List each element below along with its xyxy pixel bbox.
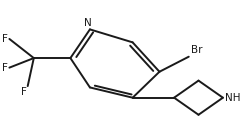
Text: N: N (84, 18, 92, 28)
Text: F: F (1, 34, 7, 44)
Text: NH: NH (225, 93, 241, 103)
Text: Br: Br (191, 45, 202, 55)
Text: F: F (1, 63, 7, 73)
Text: F: F (21, 87, 27, 97)
